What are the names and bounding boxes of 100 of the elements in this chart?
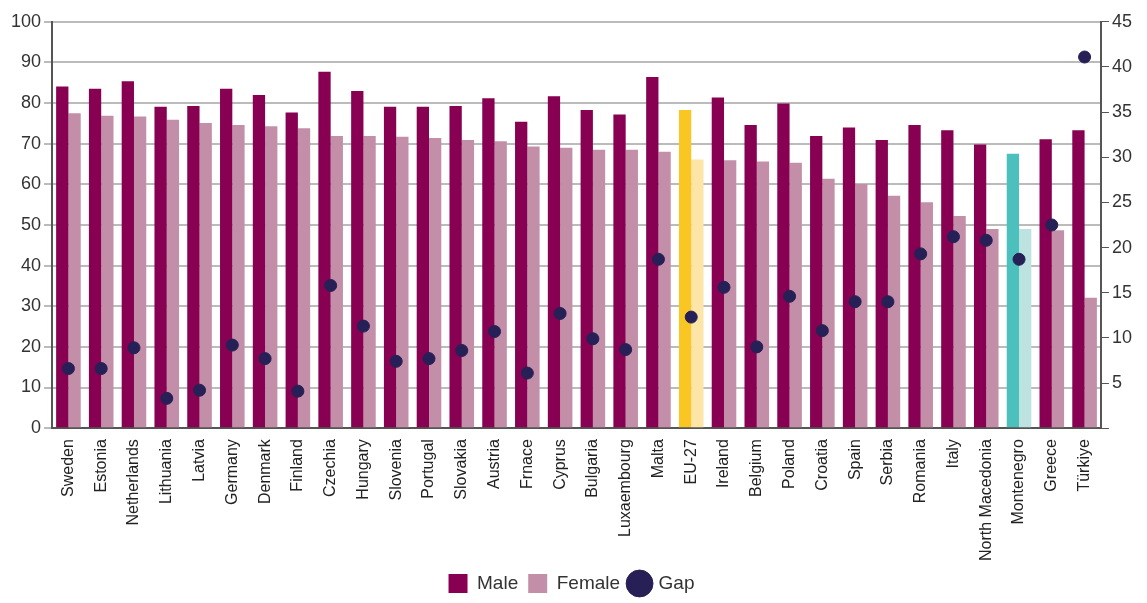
bar (560, 147, 573, 428)
point (61, 362, 75, 376)
x-tick-label: Lithuania (157, 439, 175, 505)
x-tick-label: Greece (1042, 439, 1060, 492)
point (455, 344, 469, 357)
y2-tick-label: 15 (1111, 281, 1133, 302)
bar (908, 125, 921, 428)
y-tick-label: 100 (10, 10, 42, 31)
x-tick-label: Serbia (878, 439, 896, 486)
bar (625, 149, 638, 428)
y2-tick-label: 5 (1111, 371, 1122, 392)
x-tick-label: Ireland (714, 439, 732, 489)
bar (199, 122, 212, 428)
bar (777, 103, 790, 428)
point (225, 338, 239, 352)
bar (744, 125, 757, 428)
x-tick-label: Sweden (58, 439, 76, 497)
point (193, 383, 207, 397)
x-tick-label: Germany (222, 439, 240, 505)
y2-tick-label: 20 (1111, 236, 1133, 257)
bar (252, 94, 266, 428)
point (979, 233, 993, 247)
y2-tick-label: 35 (1111, 101, 1133, 122)
legend-label: Female (556, 571, 621, 593)
bar (613, 114, 626, 428)
point (651, 252, 665, 266)
bar (953, 216, 966, 428)
bar (810, 135, 823, 428)
x-tick-label: Cyprus (550, 439, 568, 490)
y-tick-label: 90 (21, 51, 42, 72)
x-tick-label: Türkiye (1074, 439, 1092, 492)
bar (68, 113, 81, 428)
y-tick-label: 50 (21, 213, 42, 234)
y-tick-label: 70 (21, 132, 42, 153)
x-tick-label: Frnace (517, 439, 535, 489)
y-tick-label: 60 (21, 173, 42, 194)
x-tick-label: Malta (648, 439, 666, 479)
y2-tick-label: 25 (1111, 191, 1133, 212)
bar (973, 144, 987, 428)
bar (527, 146, 540, 428)
bar (875, 140, 888, 428)
bar (285, 112, 298, 428)
bar (1006, 153, 1020, 428)
point (586, 332, 600, 346)
x-tick-label: Hungary (353, 439, 371, 500)
point (946, 230, 960, 244)
bar (318, 71, 331, 428)
point (717, 280, 731, 294)
point (94, 362, 108, 376)
point (291, 384, 305, 398)
legend-label: Male (477, 571, 519, 593)
bar (351, 90, 364, 428)
bar (756, 161, 770, 428)
x-tick-label: EU-27 (681, 439, 699, 485)
point (881, 295, 895, 309)
bar (416, 106, 429, 428)
bar (429, 138, 442, 428)
bar (121, 81, 134, 428)
bar (580, 109, 593, 428)
x-tick-label: Slovakia (452, 439, 470, 500)
point (520, 366, 534, 380)
point (1012, 252, 1026, 266)
x-tick-label: Italy (943, 439, 961, 469)
bar (330, 135, 343, 428)
y2-tick-label: 40 (1111, 55, 1133, 76)
bar (396, 136, 409, 428)
bar (220, 88, 233, 428)
x-tick-label: Netherlands (124, 439, 142, 526)
y-tick-label: 0 (31, 417, 42, 438)
point (1078, 50, 1092, 64)
point (783, 289, 797, 303)
bar (658, 151, 671, 428)
bar (187, 105, 200, 428)
bar (887, 195, 901, 428)
x-tick-label: Croatia (812, 439, 830, 491)
x-tick-label: Latvia (189, 439, 207, 482)
bar (1084, 297, 1097, 428)
point (389, 354, 403, 368)
bar (789, 162, 802, 428)
point (914, 247, 928, 261)
y-tick-label: 80 (21, 92, 42, 113)
x-tick-label: Montenegro (1009, 439, 1027, 525)
bar (461, 140, 475, 428)
bar (822, 178, 835, 428)
bar (297, 128, 311, 428)
point (553, 306, 567, 320)
y-tick-label: 40 (21, 254, 42, 275)
bar (154, 106, 167, 428)
x-tick-label: Bulgaria (583, 439, 601, 498)
bar (449, 105, 462, 428)
x-tick-label: Austria (484, 439, 502, 489)
point (160, 391, 174, 405)
bar (515, 121, 528, 428)
point (684, 310, 698, 324)
x-tick-label: Denmark (255, 438, 273, 505)
bar (265, 126, 278, 428)
point (750, 340, 764, 354)
y2-tick-label: 10 (1111, 326, 1133, 347)
x-tick-label: Czechia (321, 439, 339, 497)
point (356, 319, 370, 333)
